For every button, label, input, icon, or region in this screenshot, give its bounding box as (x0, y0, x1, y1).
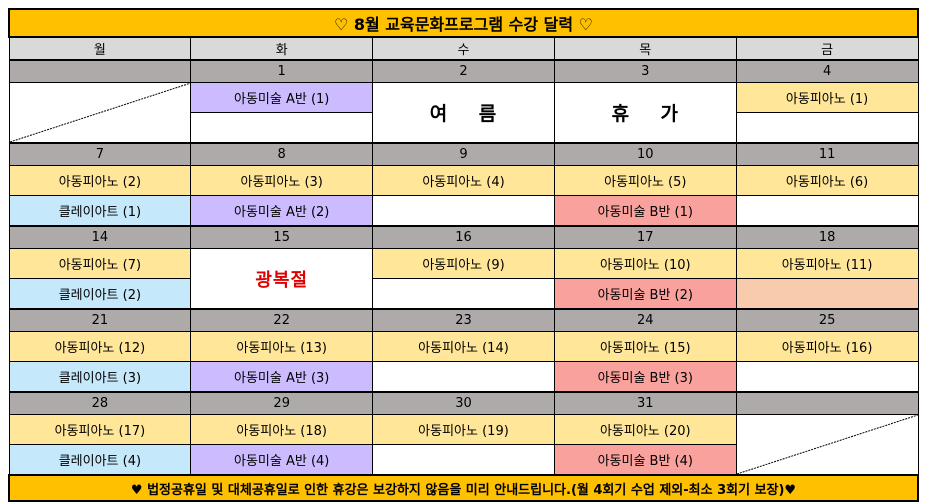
class-session-cell: 아동피아노 (20) (553, 414, 737, 445)
class-session-cell: 아동피아노 (10) (553, 248, 737, 279)
date-cell: 24 (553, 308, 737, 332)
date-row: 28 29 30 31 (8, 391, 919, 415)
class-session-cell: 아동피아노 (15) (553, 331, 737, 362)
date-cell: 30 (372, 391, 555, 415)
class-session-cell: 아동미술 B반 (2) (553, 278, 737, 310)
empty-slot-cell (735, 278, 919, 310)
class-session-cell: 클레이아트 (2) (8, 278, 192, 310)
date-cell: 2 (372, 59, 555, 83)
weekday-header: 금 (735, 36, 919, 61)
class-session-cell: 아동피아노 (16) (735, 331, 919, 362)
class-session-cell: 아동피아노 (3) (190, 165, 374, 196)
empty-slot-cell (372, 444, 555, 476)
date-cell: 9 (372, 142, 555, 166)
class-row: 클레이아트 (3) 아동미술 A반 (3) 아동미술 B반 (3) (8, 361, 919, 393)
date-cell: 7 (8, 142, 192, 166)
class-row: 클레이아트 (1) 아동미술 A반 (2) 아동미술 B반 (1) (8, 195, 919, 227)
date-cell (735, 391, 919, 415)
class-session-cell: 아동피아노 (14) (372, 331, 555, 362)
weekday-header: 수 (372, 36, 555, 61)
class-row: 아동피아노 (2) 아동피아노 (3) 아동피아노 (4) 아동피아노 (5) 아동피아… (8, 165, 919, 196)
empty-diagonal-cell (735, 414, 919, 476)
calendar-title: ♡ 8월 교육문화프로그램 수강 달력 ♡ (8, 8, 919, 38)
date-cell: 22 (190, 308, 374, 332)
class-session-cell: 아동미술 B반 (4) (553, 444, 737, 476)
class-session-cell: 아동미술 A반 (1) (190, 82, 374, 113)
class-session-cell: 아동피아노 (2) (8, 165, 192, 196)
date-cell (8, 59, 192, 83)
class-session-cell: 아동피아노 (18) (190, 414, 374, 445)
empty-slot-cell (735, 195, 919, 227)
date-cell: 31 (553, 391, 737, 415)
class-row: 클레이아트 (4) 아동미술 A반 (4) 아동미술 B반 (4) (8, 444, 918, 476)
weekday-header: 목 (553, 36, 737, 61)
class-session-cell: 아동피아노 (13) (190, 331, 374, 362)
date-row: 7 8 9 10 11 (8, 142, 919, 166)
date-cell: 10 (553, 142, 737, 166)
class-session-cell: 아동피아노 (11) (735, 248, 919, 279)
class-session-cell: 아동피아노 (4) (372, 165, 555, 196)
empty-slot-cell (735, 361, 919, 393)
date-cell: 11 (735, 142, 919, 166)
class-session-cell: 아동미술 B반 (3) (553, 361, 737, 393)
class-session-cell: 아동피아노 (1) (735, 82, 919, 113)
class-row: 아동피아노 (7) 광복절 아동피아노 (9) 아동피아노 (10) 아동피아노 (11… (8, 248, 919, 310)
date-cell: 17 (553, 225, 737, 249)
weekday-header: 화 (190, 36, 374, 61)
class-session-cell: 클레이아트 (4) (8, 444, 192, 476)
class-row: 클레이아트 (2) 아동미술 B반 (2) (8, 278, 919, 310)
class-row: 아동피아노 (17) 아동피아노 (18) 아동피아노 (19) 아동피아노 (20) (8, 414, 919, 476)
empty-diagonal-cell (8, 82, 192, 144)
date-cell: 3 (553, 59, 737, 83)
date-cell: 28 (8, 391, 192, 415)
holiday-cell: 광복절 (190, 248, 374, 310)
class-session-cell: 아동피아노 (7) (8, 248, 192, 279)
class-session-cell: 아동피아노 (19) (372, 414, 555, 445)
date-cell: 18 (735, 225, 919, 249)
empty-slot-cell (372, 278, 555, 310)
date-cell: 21 (8, 308, 192, 332)
footer-notice: ♥ 법정공휴일 및 대체공휴일로 인한 휴강은 보강하지 않음을 미리 안내드립… (8, 474, 919, 502)
diagonal-line (10, 83, 191, 142)
date-cell: 23 (372, 308, 555, 332)
holiday-cell: 휴 가 (553, 82, 737, 144)
class-session-cell: 아동피아노 (12) (8, 331, 192, 362)
class-session-cell: 아동미술 A반 (2) (190, 195, 374, 227)
empty-slot-cell (735, 112, 919, 144)
class-session-cell: 아동미술 A반 (3) (190, 361, 374, 393)
class-session-cell: 아동피아노 (6) (735, 165, 919, 196)
date-row: 21 22 23 24 25 (8, 308, 919, 332)
date-cell: 15 (190, 225, 374, 249)
date-cell: 4 (735, 59, 919, 83)
class-session-cell: 아동미술 A반 (4) (190, 444, 374, 476)
date-cell: 14 (8, 225, 192, 249)
class-session-cell: 아동피아노 (5) (553, 165, 737, 196)
class-row: 아동피아노 (12) 아동피아노 (13) 아동피아노 (14) 아동피아노 (15)… (8, 331, 919, 362)
empty-slot-cell (372, 361, 555, 393)
class-session-cell: 클레이아트 (3) (8, 361, 192, 393)
class-session-cell: 아동피아노 (17) (8, 414, 192, 445)
date-cell: 8 (190, 142, 374, 166)
diagonal-line (737, 415, 918, 474)
class-session-cell: 클레이아트 (1) (8, 195, 192, 227)
date-cell: 1 (190, 59, 374, 83)
date-row: 14 15 16 17 18 (8, 225, 919, 249)
class-session-cell: 아동미술 B반 (1) (553, 195, 737, 227)
empty-slot-cell (372, 195, 555, 227)
empty-slot-cell (190, 112, 374, 144)
footer-row: ♥ 법정공휴일 및 대체공휴일로 인한 휴강은 보강하지 않음을 미리 안내드립… (8, 474, 919, 502)
date-cell: 25 (735, 308, 919, 332)
class-session-cell: 아동피아노 (9) (372, 248, 555, 279)
date-cell: 29 (190, 391, 374, 415)
date-cell: 16 (372, 225, 555, 249)
holiday-cell: 여 름 (372, 82, 555, 144)
weekday-header: 월 (8, 36, 192, 61)
